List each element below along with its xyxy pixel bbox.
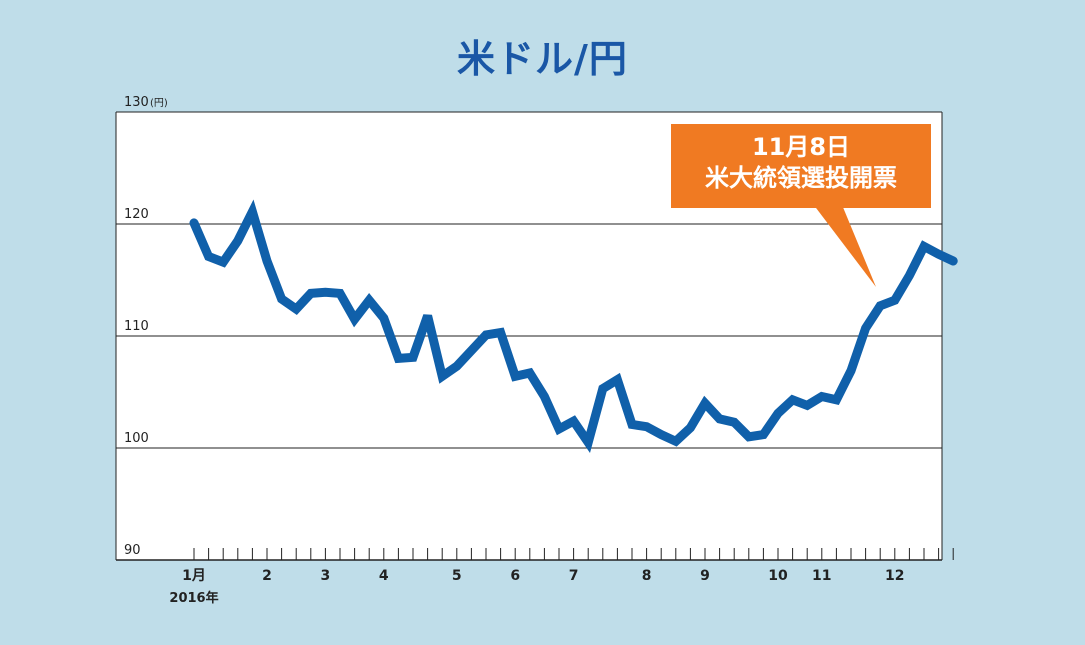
y-tick-label-110: 110 [124,319,149,334]
x-month-label-9: 9 [700,568,710,584]
x-month-label-8: 8 [642,568,652,584]
callout-date: 11月8日 [751,133,851,161]
y-tick-label-90: 90 [124,543,141,558]
x-year-label: 2016年 [169,590,218,606]
x-month-label-11: 11 [812,568,831,584]
callout-event: 米大統領選投開票 [705,164,897,192]
y-tick-label-100: 100 [124,431,149,446]
y-tick-label-130: 130 [124,95,149,110]
chart-title: 米ドル/円 [457,37,628,81]
x-month-label-3: 3 [321,568,331,584]
x-month-label-4: 4 [379,568,389,584]
y-unit-label: (円) [150,98,168,109]
x-month-label-1: 1月 [182,568,206,584]
x-month-label-2: 2 [262,568,272,584]
x-month-label-5: 5 [452,568,462,584]
x-month-label-12: 12 [885,568,904,584]
y-tick-label-120: 120 [124,207,149,222]
election-callout: 11月8日 米大統領選投開票 [671,124,931,208]
x-month-label-10: 10 [768,568,788,584]
x-month-label-7: 7 [569,568,579,584]
x-month-label-6: 6 [510,568,520,584]
callout-pointer [810,200,876,287]
series-line-usd-jpy [189,199,958,453]
